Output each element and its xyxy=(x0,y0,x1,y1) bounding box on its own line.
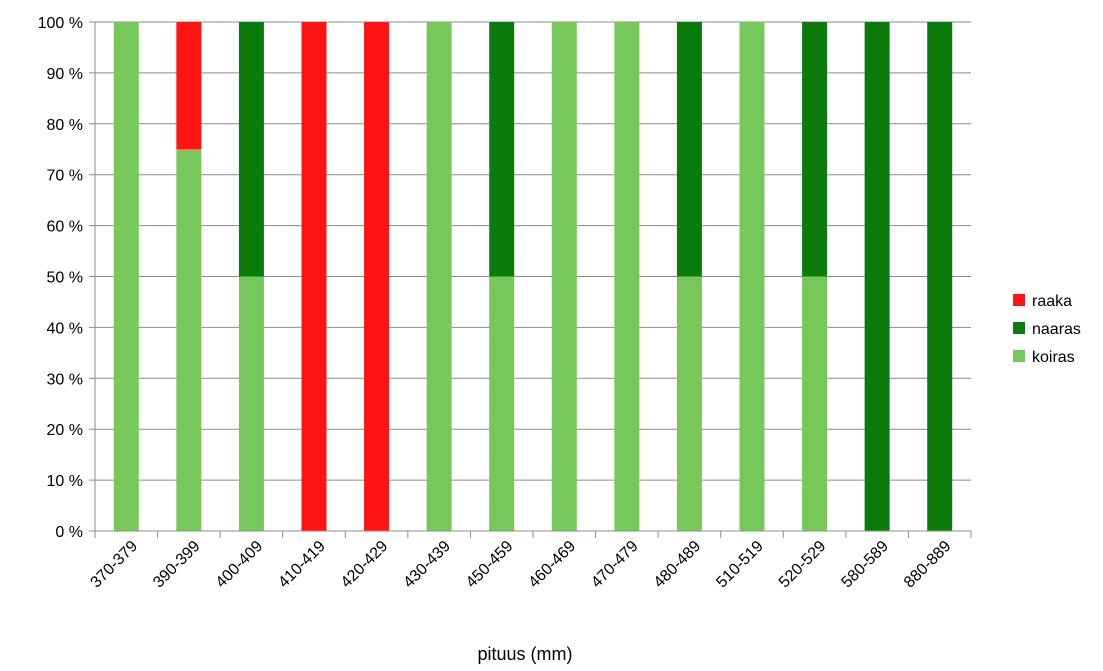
x-tick-label: 370-379 xyxy=(88,538,142,592)
y-tick-label: 10 % xyxy=(47,473,83,490)
bar-koiras-520-529 xyxy=(802,276,828,531)
bar-koiras-470-479 xyxy=(614,22,640,531)
x-tick-label: 390-399 xyxy=(150,538,204,592)
y-tick-label: 70 % xyxy=(47,168,83,185)
x-tick-label: 410-419 xyxy=(275,538,329,592)
bar-naaras-400-409 xyxy=(238,22,264,277)
bar-koiras-430-439 xyxy=(426,22,452,531)
x-tick-label: 880-889 xyxy=(901,538,955,592)
y-tick-label: 20 % xyxy=(47,422,83,439)
bar-raaka-420-429 xyxy=(364,22,390,531)
y-tick-label: 90 % xyxy=(47,66,83,83)
x-tick-label: 510-519 xyxy=(713,538,767,592)
y-tick-label: 50 % xyxy=(47,270,83,287)
axes xyxy=(94,22,972,538)
bar-koiras-460-469 xyxy=(551,22,577,531)
y-tick-labels: 0 % 10 % 20 % 30 % 40 % 50 % 60 % 70 % 80 % 90 % 1… xyxy=(38,15,83,541)
x-axis-title: pituus (mm) xyxy=(477,644,572,664)
legend-swatch-koiras xyxy=(1013,350,1025,362)
x-tick-label: 480-489 xyxy=(651,538,705,592)
y-tick-label: 40 % xyxy=(47,320,83,337)
bar-koiras-480-489 xyxy=(676,276,702,531)
x-tick-labels: 370-379 390-399 400-409 410-419 420-429 430-4… xyxy=(88,538,955,592)
y-tick-label: 100 % xyxy=(38,15,83,32)
legend-swatch-naaras xyxy=(1013,322,1025,334)
bar-raaka-390-399 xyxy=(176,22,202,150)
y-tick-label: 30 % xyxy=(47,371,83,388)
bar-koiras-390-399 xyxy=(176,149,202,531)
x-tick-label: 520-529 xyxy=(776,538,830,592)
y-tick-label: 0 % xyxy=(55,524,83,541)
legend-label-naaras: naaras xyxy=(1032,321,1081,338)
legend-swatch-raaka xyxy=(1013,294,1025,306)
bar-koiras-510-519 xyxy=(739,22,765,531)
bar-naaras-520-529 xyxy=(802,22,828,277)
bar-naaras-880-889 xyxy=(927,22,953,531)
bar-koiras-450-459 xyxy=(489,276,515,531)
gridlines xyxy=(89,21,971,532)
y-tick-label: 60 % xyxy=(47,219,83,236)
bar-naaras-450-459 xyxy=(489,22,515,277)
bar-naaras-580-589 xyxy=(864,22,890,531)
x-tick-label: 470-479 xyxy=(588,538,642,592)
x-tick-label: 420-429 xyxy=(338,538,392,592)
legend-label-koiras: koiras xyxy=(1032,349,1075,366)
x-tick-label: 400-409 xyxy=(213,538,267,592)
bar-koiras-400-409 xyxy=(238,276,264,531)
legend-label-raaka: raaka xyxy=(1032,293,1072,310)
bar-raaka-410-419 xyxy=(301,22,327,531)
y-tick-label: 80 % xyxy=(47,117,83,134)
bars xyxy=(113,22,953,531)
x-tick-label: 460-469 xyxy=(526,538,580,592)
bar-naaras-480-489 xyxy=(676,22,702,277)
legend: raaka naaras koiras xyxy=(1013,293,1081,366)
x-tick-label: 450-459 xyxy=(463,538,517,592)
x-tick-label: 580-589 xyxy=(838,538,892,592)
bar-koiras-370-379 xyxy=(113,22,139,531)
x-tick-label: 430-439 xyxy=(400,538,454,592)
